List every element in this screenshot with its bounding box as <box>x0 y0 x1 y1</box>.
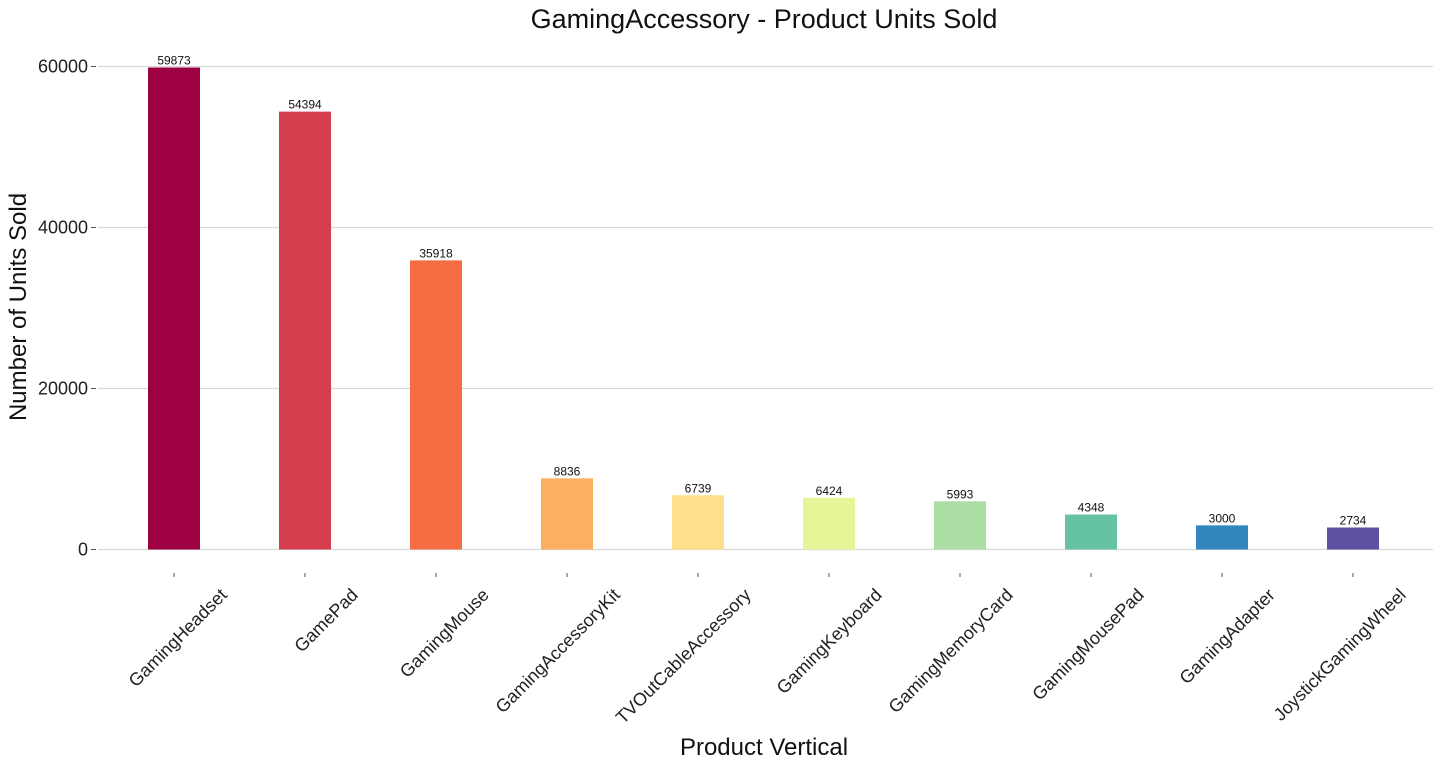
x-axis-title: Product Vertical <box>680 734 848 761</box>
bars <box>148 67 1379 550</box>
bar-JoystickGamingWheel <box>1327 527 1379 550</box>
bar-GamingHeadset <box>148 67 200 550</box>
data-label: 6739 <box>685 481 712 495</box>
x-tick-label: GamePad <box>290 585 361 656</box>
data-label: 54394 <box>288 98 322 112</box>
bar-GamingMouse <box>410 260 462 550</box>
data-label: 59873 <box>157 54 191 68</box>
y-tick-label: 0 <box>78 540 88 560</box>
bar-GamingKeyboard <box>803 497 855 550</box>
x-tick-label: JoystickGamingWheel <box>1270 585 1410 725</box>
x-tick-label: TVOutCableAccessory <box>612 585 755 728</box>
y-tick-label: 60000 <box>38 57 88 77</box>
x-axis-ticks: GamingHeadset GamePad GamingMouseGamingAcc… <box>125 573 1410 728</box>
x-tick-label: GamingMousePad <box>1028 585 1148 705</box>
data-label: 3000 <box>1209 511 1236 525</box>
bar-GamePad <box>279 111 331 550</box>
chart-title: GamingAccessory - Product Units Sold <box>531 4 998 34</box>
bar-TVOutCableAccessory <box>672 495 724 550</box>
y-axis-title: Number of Units Sold <box>5 193 32 421</box>
data-label: 8836 <box>554 464 581 478</box>
bar-GamingAdapter <box>1196 525 1248 550</box>
data-label: 5993 <box>947 487 974 501</box>
data-label: 6424 <box>816 484 843 498</box>
y-tick-label: 40000 <box>38 218 88 238</box>
y-tick-label: 20000 <box>38 379 88 399</box>
x-tick-label: GamingAdapter <box>1176 585 1279 688</box>
data-label: 2734 <box>1340 513 1367 527</box>
data-labels: 59873 54394 35918 8836 6739 6424 5993 4348 3000 2… <box>157 54 1366 528</box>
x-tick-label: GamingMouse <box>396 585 493 682</box>
bar-GamingMousePad <box>1065 514 1117 550</box>
x-tick-label: GamingHeadset <box>125 585 231 691</box>
x-tick-label: GamingKeyboard <box>773 585 886 698</box>
x-tick-label: GamingMemoryCard <box>885 585 1017 717</box>
bar-GamingAccessoryKit <box>541 478 593 550</box>
y-axis-ticks: 0 20000 40000 60000 <box>38 57 96 560</box>
bar-GamingMemoryCard <box>934 501 986 550</box>
data-label: 35918 <box>419 246 453 260</box>
data-label: 4348 <box>1078 500 1105 514</box>
x-tick-label: GamingAccessoryKit <box>492 585 624 717</box>
